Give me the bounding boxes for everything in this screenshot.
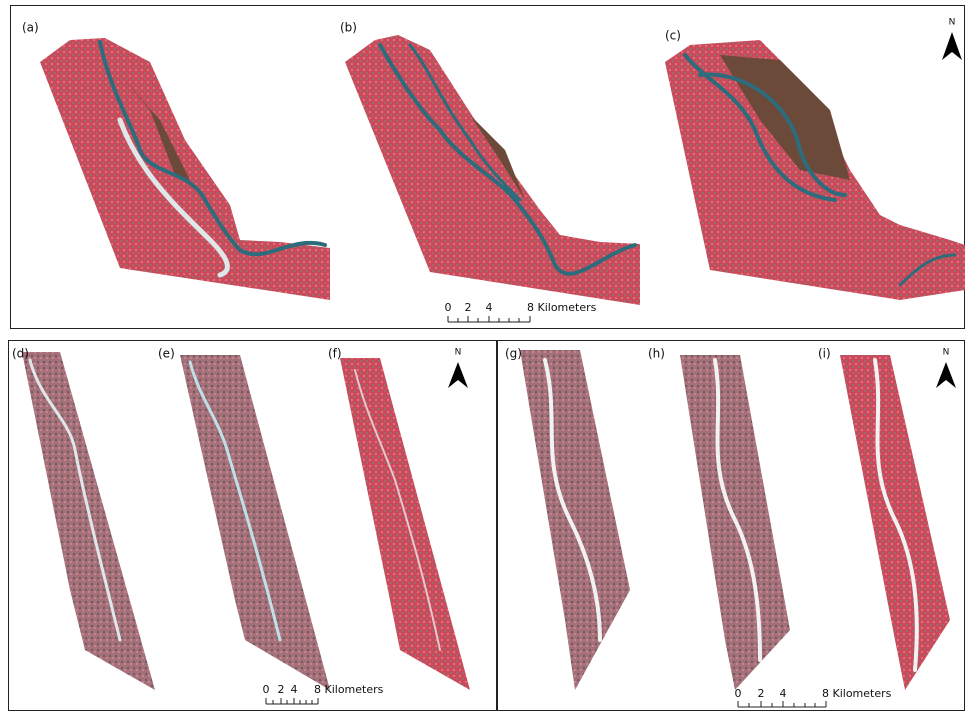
satellite-image bbox=[22, 352, 155, 690]
satellite-image bbox=[680, 355, 790, 690]
scale-label: 4 bbox=[486, 301, 493, 314]
scale-label: 8 Kilometers bbox=[822, 687, 892, 700]
north-arrow: N bbox=[942, 18, 962, 61]
panel-label: (c) bbox=[665, 29, 681, 43]
panel-label: (h) bbox=[648, 347, 665, 361]
scale-label: 0 bbox=[735, 687, 742, 700]
satellite-image bbox=[840, 355, 950, 690]
north-label: N bbox=[455, 348, 462, 358]
satellite-image bbox=[40, 38, 330, 300]
satellite-image bbox=[180, 355, 330, 690]
satellite-image bbox=[520, 350, 630, 690]
panel-label: (g) bbox=[505, 347, 522, 361]
satellite-image bbox=[665, 40, 965, 300]
panel-label: (a) bbox=[22, 21, 39, 35]
scale-label: 8 Kilometers bbox=[314, 683, 384, 696]
scale-label: 2 bbox=[465, 301, 472, 314]
north-arrow: N bbox=[936, 348, 956, 389]
scale-label: 4 bbox=[780, 687, 787, 700]
north-label: N bbox=[943, 348, 950, 358]
panel-label: (d) bbox=[12, 347, 29, 361]
satellite-image bbox=[340, 358, 470, 690]
north-arrow: N bbox=[448, 348, 468, 389]
panel-label: (f) bbox=[328, 347, 342, 361]
panel-label: (i) bbox=[818, 347, 831, 361]
scale-label: 4 bbox=[291, 683, 298, 696]
panel-label: (b) bbox=[340, 21, 357, 35]
scale-bar: 0 2 4 8 Kilometers bbox=[735, 687, 892, 707]
scale-label: 0 bbox=[263, 683, 270, 696]
scale-bar: 0 2 4 8 Kilometers bbox=[263, 683, 384, 704]
scale-label: 2 bbox=[278, 683, 285, 696]
figure: (a) (b) (c) (d) (e) (f) (g) (h) (i) N N … bbox=[0, 0, 965, 711]
scale-bar: 0 2 4 8 Kilometers bbox=[445, 301, 597, 322]
panel-label: (e) bbox=[158, 347, 175, 361]
scale-label: 0 bbox=[445, 301, 452, 314]
north-label: N bbox=[949, 18, 956, 28]
scale-label: 2 bbox=[758, 687, 765, 700]
scale-label: 8 Kilometers bbox=[527, 301, 597, 314]
satellite-image bbox=[345, 35, 640, 305]
